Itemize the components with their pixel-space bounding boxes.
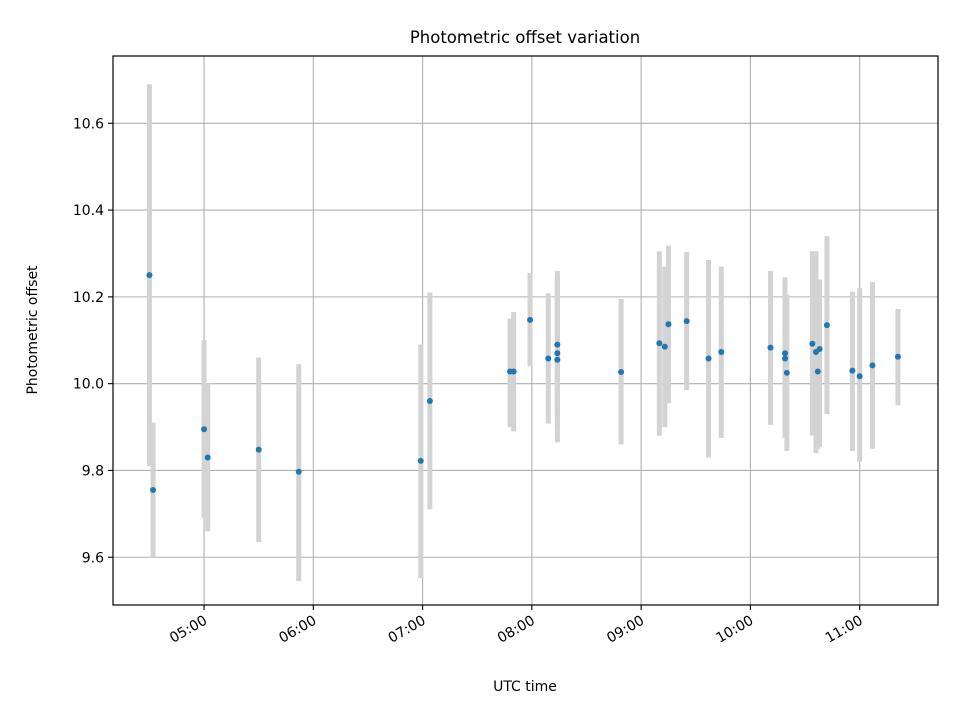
y-tick-label: 9.6	[82, 550, 104, 566]
data-point	[510, 368, 517, 375]
y-axis: 9.6 9.8 10.0 10.2 10.4 10.6	[73, 116, 113, 566]
y-tick-label: 10.0	[73, 377, 104, 393]
data-point	[554, 341, 561, 348]
data-points	[146, 272, 901, 493]
data-point	[894, 353, 901, 360]
data-point	[656, 340, 663, 347]
data-point	[849, 367, 856, 374]
data-point	[809, 340, 816, 347]
data-point	[767, 344, 774, 351]
y-tick-label: 10.4	[73, 203, 104, 219]
data-point	[426, 398, 433, 405]
data-point	[869, 362, 876, 369]
chart-title: Photometric offset variation	[410, 28, 640, 47]
data-point	[545, 355, 552, 362]
data-point	[255, 446, 262, 453]
data-point	[783, 369, 790, 376]
data-point	[816, 345, 823, 352]
data-point	[618, 368, 625, 375]
y-axis-label: Photometric offset	[25, 265, 41, 395]
data-point	[718, 348, 725, 355]
data-point	[554, 356, 561, 363]
y-tick-label: 10.2	[73, 290, 104, 306]
data-point	[782, 350, 789, 357]
x-axis-label: UTC time	[493, 679, 557, 695]
y-tick-label: 10.6	[73, 116, 104, 132]
data-point	[661, 343, 668, 350]
data-point	[823, 322, 830, 329]
data-point	[204, 454, 211, 461]
data-point	[146, 272, 153, 279]
data-point	[683, 318, 690, 325]
data-point	[856, 373, 863, 380]
data-point	[814, 368, 821, 375]
data-point	[295, 468, 302, 475]
data-point	[417, 457, 424, 464]
plot-frame	[112, 55, 939, 606]
data-point	[150, 486, 157, 493]
data-point	[665, 321, 672, 328]
data-point	[201, 426, 208, 433]
data-point	[527, 316, 534, 323]
y-tick-label: 9.8	[82, 463, 104, 479]
data-point	[554, 350, 561, 357]
data-point	[782, 355, 789, 362]
plot-area	[113, 56, 938, 605]
data-point	[705, 355, 712, 362]
